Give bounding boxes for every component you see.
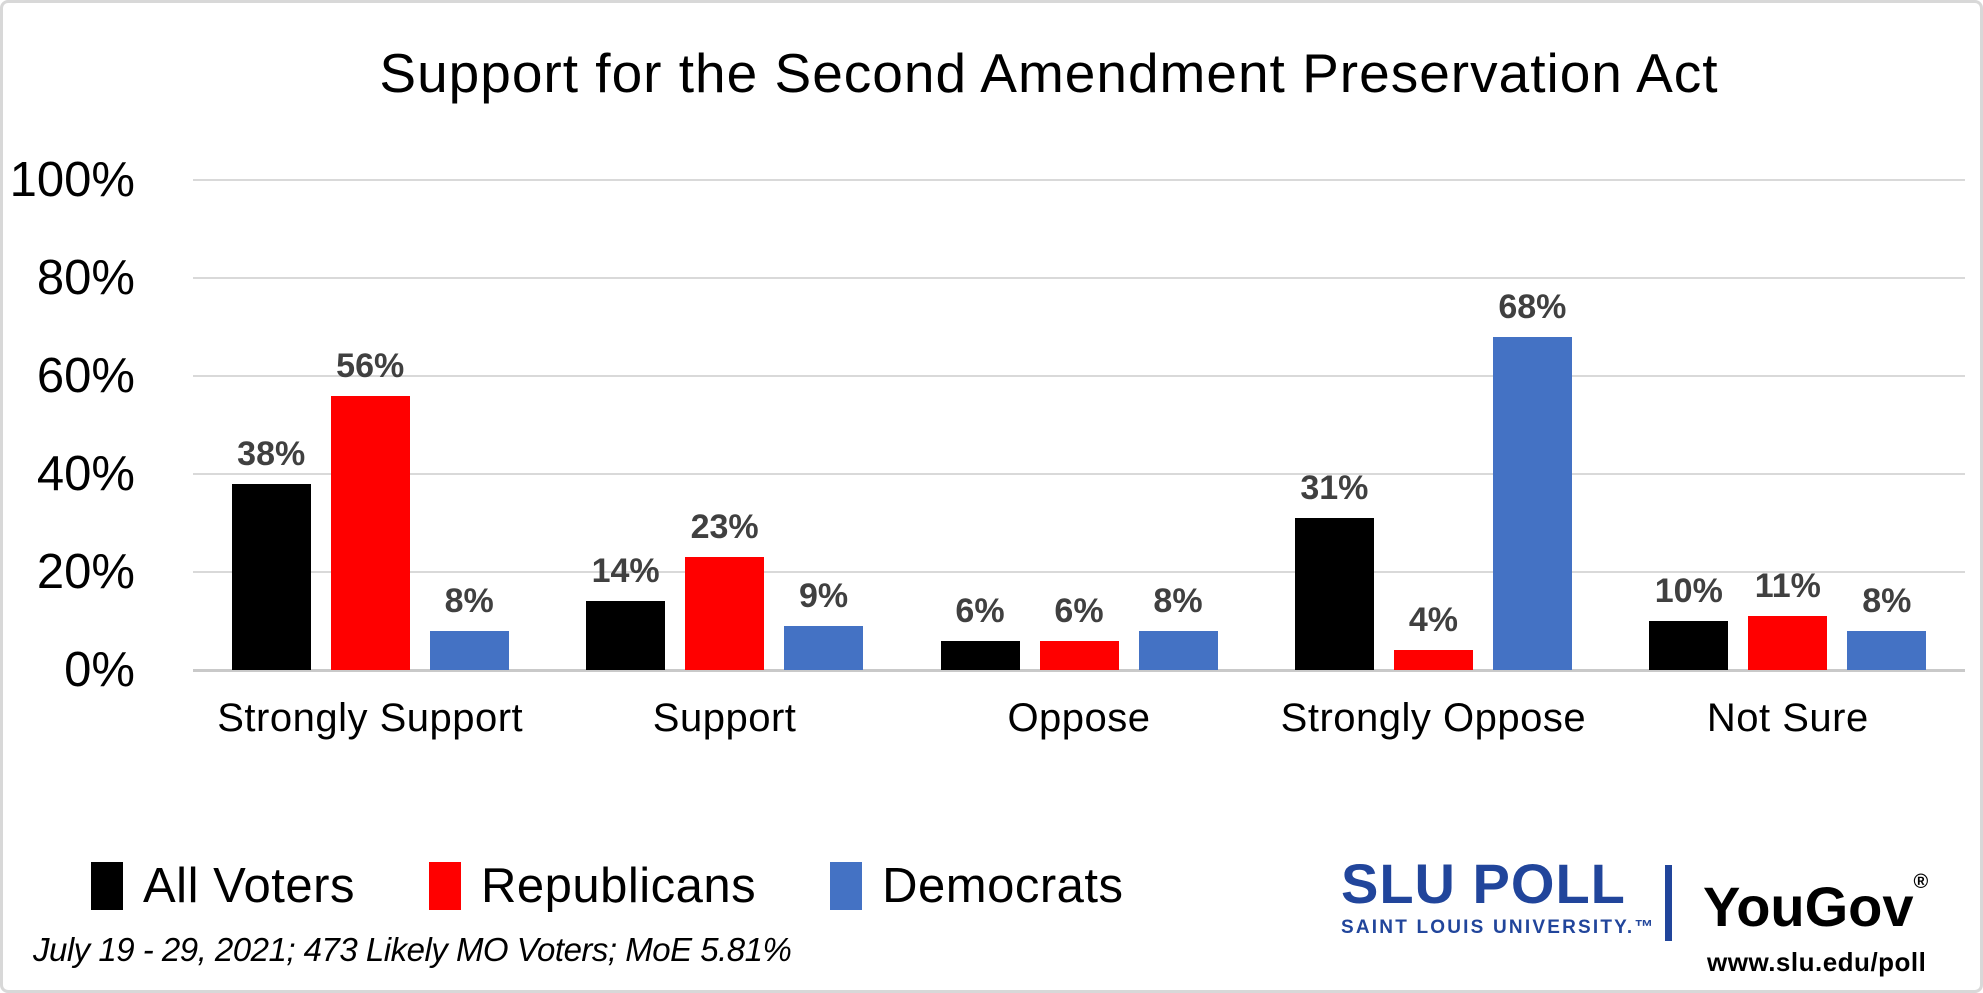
bar-democrats-oppose <box>1138 630 1218 670</box>
bar-all-voters-support <box>586 601 666 670</box>
legend-label-democrats: Democrats <box>882 859 1124 913</box>
bar-all-voters-strongly-support <box>231 483 311 670</box>
survey-footnote: July 19 - 29, 2021; 473 Likely MO Voters… <box>33 931 792 968</box>
data-label-republicans-strongly-oppose: 4% <box>1408 601 1458 640</box>
data-label-all-voters-oppose: 6% <box>955 591 1005 630</box>
gridline-60 <box>193 375 1965 377</box>
data-label-all-voters-not-sure: 10% <box>1654 572 1723 610</box>
legend-swatch-democrats <box>830 862 863 910</box>
bar-republicans-strongly-oppose <box>1393 650 1473 670</box>
data-label-all-voters-strongly-support: 38% <box>237 434 306 473</box>
category-label-support: Support <box>652 696 797 740</box>
x-axis-category-labels: Strongly Support Support Oppose Strongly Op… <box>193 696 1965 752</box>
y-tick-label-40: 40% <box>36 447 135 501</box>
gridline-20 <box>193 571 1965 573</box>
bar-democrats-support <box>784 625 864 670</box>
bar-republicans-not-sure <box>1748 616 1828 670</box>
brand-divider-bar <box>1665 865 1672 941</box>
y-tick-label-0: 0% <box>64 643 135 697</box>
legend-label-republicans: Republicans <box>480 859 757 913</box>
bar-democrats-not-sure <box>1847 630 1927 670</box>
trademark-symbol: ™ <box>1634 917 1656 938</box>
legend-swatch-all-voters <box>91 862 123 910</box>
category-label-not-sure: Not Sure <box>1706 696 1869 740</box>
y-tick-label-60: 60% <box>36 349 135 403</box>
bar-democrats-strongly-oppose <box>1492 336 1572 670</box>
data-label-republicans-oppose: 6% <box>1054 591 1104 630</box>
data-label-democrats-strongly-support: 8% <box>444 581 494 620</box>
y-tick-label-80: 80% <box>36 251 135 305</box>
slu-poll-url: www.slu.edu/poll <box>1707 947 1927 977</box>
category-label-strongly-oppose: Strongly Oppose <box>1280 696 1587 740</box>
registered-symbol: ® <box>1913 871 1929 893</box>
data-label-democrats-strongly-oppose: 68% <box>1498 287 1567 326</box>
slu-poll-wordmark: SLU POLL <box>1341 852 1626 915</box>
legend-label-all-voters: All Voters <box>143 859 355 913</box>
slu-university-wordmark: SAINT LOUIS UNIVERSITY.™ <box>1341 917 1656 938</box>
data-label-democrats-support: 9% <box>799 576 849 615</box>
bar-republicans-oppose <box>1039 640 1119 670</box>
plot-area: 38% 56% 8% 14% 23% 9% 6% 6% 8% 31% 4% 68% 10% 11% 8% <box>193 179 1965 672</box>
data-label-democrats-oppose: 8% <box>1153 581 1203 620</box>
data-label-republicans-support: 23% <box>690 508 759 547</box>
y-tick-label-100: 100% <box>9 153 135 207</box>
gridline-80 <box>193 277 1965 279</box>
slu-poll-logo: SLU POLL SAINT LOUIS UNIVERSITY.™ <box>1341 855 1656 939</box>
gridline-40 <box>193 473 1965 475</box>
legend-item-democrats: Democrats <box>830 858 1123 914</box>
bar-all-voters-oppose <box>940 640 1020 670</box>
legend-item-all-voters: All Voters <box>91 858 355 914</box>
x-axis-line <box>193 669 1965 672</box>
yougov-logo: YouGov® <box>1703 871 1929 938</box>
bar-republicans-support <box>685 557 765 670</box>
legend-swatch-republicans <box>428 862 461 910</box>
bar-republicans-strongly-support <box>330 395 410 670</box>
bar-all-voters-not-sure <box>1649 621 1729 670</box>
data-label-all-voters-support: 14% <box>591 552 660 591</box>
data-label-republicans-strongly-support: 56% <box>336 346 405 385</box>
category-label-oppose: Oppose <box>1007 696 1151 740</box>
y-axis-tick-labels: 0% 20% 40% 60% 80% 100% <box>3 153 135 697</box>
bar-democrats-strongly-support <box>429 630 509 670</box>
data-label-democrats-not-sure: 8% <box>1862 581 1912 620</box>
legend-item-republicans: Republicans <box>428 858 757 914</box>
y-tick-label-20: 20% <box>36 545 135 599</box>
category-label-strongly-support: Strongly Support <box>217 696 524 740</box>
data-label-republicans-not-sure: 11% <box>1754 567 1821 606</box>
bar-all-voters-strongly-oppose <box>1294 518 1374 670</box>
gridline-100 <box>193 179 1965 181</box>
chart-title: Support for the Second Amendment Preserv… <box>379 42 1719 104</box>
data-label-all-voters-strongly-oppose: 31% <box>1300 469 1369 508</box>
chart-legend: All Voters Republicans Democrats <box>91 858 1124 914</box>
